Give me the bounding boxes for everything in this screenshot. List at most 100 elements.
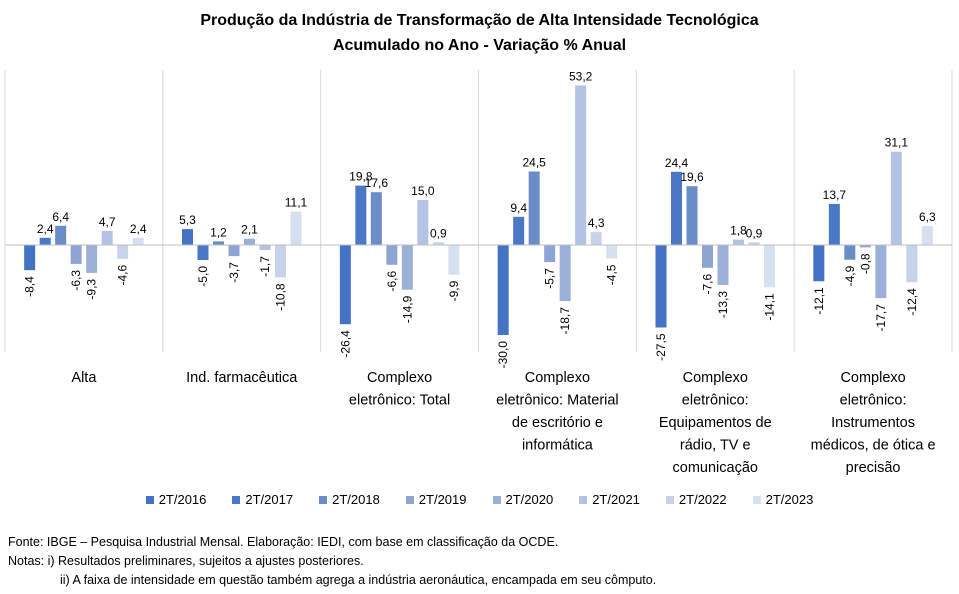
legend-item: 2T/2021 <box>579 492 640 507</box>
data-label: 4,3 <box>588 216 605 230</box>
legend-label: 2T/2017 <box>245 492 294 507</box>
data-label: -4,9 <box>843 265 857 286</box>
legend-item: 2T/2016 <box>145 492 207 507</box>
data-label: -27,5 <box>654 333 668 361</box>
bar <box>355 185 367 245</box>
data-label: 13,7 <box>823 188 847 202</box>
category-label: precisão <box>846 460 901 476</box>
data-label: 15,0 <box>411 184 435 198</box>
category-label: eletrônico: <box>682 393 749 409</box>
data-label: -4,6 <box>116 264 130 285</box>
data-label: 0,9 <box>746 226 763 240</box>
category-label: Complexo <box>683 370 748 386</box>
category-label: comunicação <box>673 460 758 476</box>
category-label: informática <box>522 438 594 454</box>
data-label: -12,1 <box>812 287 826 315</box>
data-label: -26,4 <box>338 330 352 358</box>
category-label: eletrônico: Total <box>349 393 450 409</box>
data-label: 24,5 <box>522 156 546 170</box>
data-label: 11,1 <box>285 196 308 210</box>
legend-label: 2T/2023 <box>765 492 814 507</box>
data-label: -14,1 <box>763 293 777 321</box>
bar <box>132 237 144 245</box>
bar <box>733 239 744 245</box>
legend-swatch <box>145 495 154 504</box>
data-label: 0,9 <box>430 226 447 240</box>
bar <box>448 245 460 275</box>
data-label: -6,3 <box>69 270 83 291</box>
legend-label: 2T/2021 <box>592 492 640 507</box>
legend-label: 2T/2018 <box>332 492 380 507</box>
data-label: -12,4 <box>905 288 919 316</box>
bar <box>559 245 571 302</box>
bar <box>606 245 618 259</box>
data-label: -10,8 <box>274 283 288 311</box>
category-label: Ind. farmacêutica <box>186 370 298 386</box>
bar <box>890 151 902 245</box>
bar <box>813 245 825 282</box>
data-label: 6,4 <box>52 210 69 224</box>
category-label: Complexo <box>525 370 590 386</box>
bar <box>655 245 667 328</box>
chart-legend: 2T/2016 2T/2017 2T/2018 2T/2019 2T/2020 2T/20… <box>0 492 959 507</box>
chart-title: Produção da Indústria de Transformação d… <box>200 12 759 29</box>
bar <box>497 245 509 335</box>
legend-swatch <box>405 495 414 504</box>
legend-item: 2T/2022 <box>665 492 727 507</box>
chart-subtitle: Acumulado no Ano - Variação % Anual <box>332 37 627 54</box>
data-label: 9,4 <box>510 201 527 215</box>
data-label: -7,6 <box>701 273 715 294</box>
bar <box>432 242 444 245</box>
data-label: 53,2 <box>569 69 593 83</box>
category-label: de escritório e <box>512 415 603 431</box>
category-label: eletrônico: <box>840 393 907 409</box>
data-label: -18,7 <box>558 307 572 335</box>
legend-item: 2T/2019 <box>405 492 467 507</box>
bar <box>275 245 286 278</box>
category-label: Alta <box>71 370 97 386</box>
bar <box>513 216 525 245</box>
bar <box>55 225 67 245</box>
data-label: -3,7 <box>227 262 241 283</box>
category-label: Complexo <box>840 370 905 386</box>
data-label: -1,7 <box>258 256 272 277</box>
legend-item: 2T/2017 <box>232 492 293 507</box>
bar <box>717 245 729 285</box>
bar <box>86 245 98 273</box>
bar <box>39 237 51 245</box>
data-label: -9,9 <box>447 280 461 301</box>
data-label: 2,1 <box>241 223 258 237</box>
legend-item: 2T/2023 <box>752 492 814 507</box>
legend-item: 2T/2020 <box>492 492 553 507</box>
bar-chart: -8,42,46,4-6,3 -9,34,7-4,62,4Alta5,3-5,01… <box>4 69 953 476</box>
note-1: Notas: i) Resultados preliminares, sujei… <box>8 554 364 568</box>
bar <box>702 245 713 268</box>
source-note: Fonte: IBGE – Pesquisa Industrial Mensal… <box>8 535 559 549</box>
data-label: -8,4 <box>23 276 37 297</box>
bar <box>197 245 209 260</box>
bar <box>844 245 856 260</box>
bar <box>70 245 82 264</box>
bar <box>544 245 556 263</box>
category-label: Equipamentos de <box>659 415 772 431</box>
category-label: eletrônico: Material <box>496 393 619 409</box>
data-label: 19,6 <box>680 170 704 184</box>
legend-swatch <box>665 495 674 504</box>
bar <box>117 245 129 259</box>
legend-label: 2T/2016 <box>158 492 207 507</box>
category-label: Complexo <box>367 370 432 386</box>
bar <box>244 238 255 245</box>
data-label: 4,7 <box>99 215 116 229</box>
data-label: 1,2 <box>210 225 227 239</box>
bar <box>748 242 760 245</box>
bar <box>686 186 698 245</box>
data-label: -4,5 <box>605 264 619 285</box>
bar <box>228 245 240 257</box>
legend-swatch <box>579 495 588 504</box>
bar <box>386 245 398 265</box>
data-label: 6,3 <box>919 210 936 224</box>
legend-label: 2T/2019 <box>418 492 467 507</box>
data-label: 31,1 <box>885 136 909 150</box>
legend-swatch <box>492 495 501 504</box>
bar <box>859 245 871 248</box>
